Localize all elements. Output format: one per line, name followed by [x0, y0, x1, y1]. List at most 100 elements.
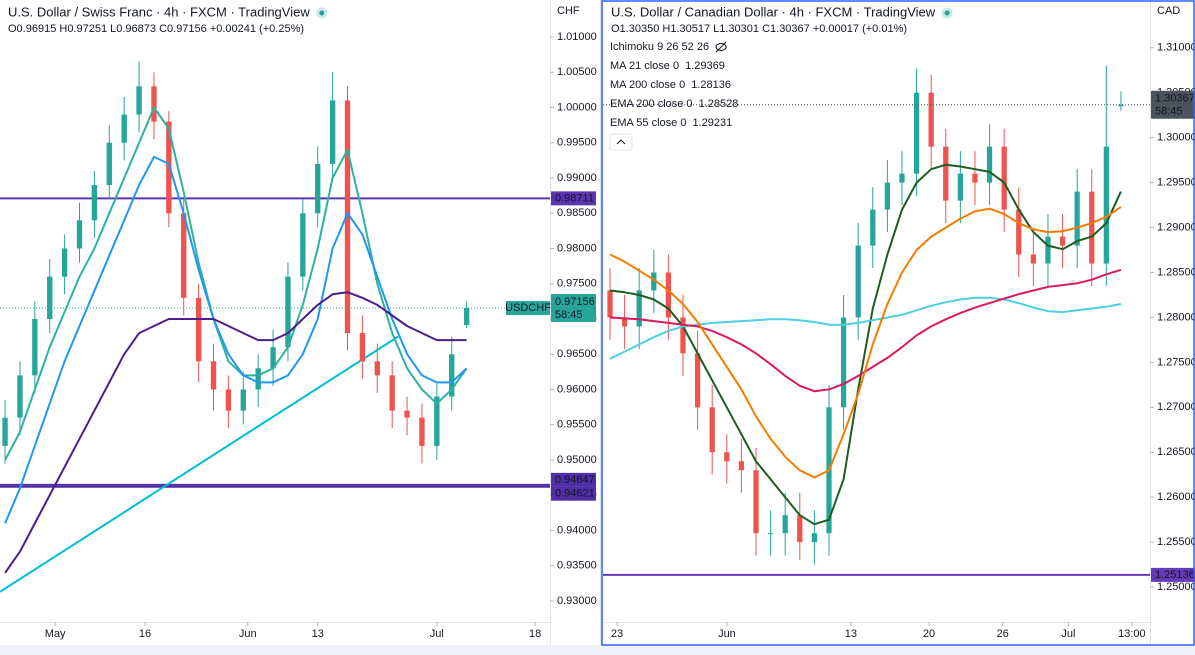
y-tick-label: 1.27000: [1157, 401, 1195, 413]
y-tick-label: 1.29500: [1157, 177, 1195, 189]
chart-title: U.S. Dollar / Swiss Franc · 4h · FXCM · …: [8, 4, 310, 19]
candle-body: [797, 515, 803, 543]
candle-body: [709, 407, 715, 453]
candle-body: [1016, 209, 1022, 255]
x-tick-label: 16: [139, 628, 151, 640]
x-tick-label: 13: [845, 628, 857, 640]
y-tick-label: 1.29000: [1157, 221, 1195, 233]
y-tick-label: 1.26000: [1157, 491, 1195, 503]
candle-body: [315, 163, 321, 214]
candle-body: [210, 361, 217, 390]
candle-body: [724, 452, 730, 462]
candle-body: [434, 396, 440, 446]
candle-body: [17, 375, 23, 418]
y-tick-label: 0.98500: [557, 207, 597, 219]
collapse-legend-button[interactable]: [609, 133, 633, 151]
candle-body: [181, 213, 187, 298]
candle-body: [694, 353, 701, 408]
price-label-bg: [551, 191, 596, 206]
price-label: 0.94621: [555, 488, 595, 500]
candle-body: [404, 410, 410, 418]
x-tick-label: Jun: [239, 628, 257, 640]
candle-body: [811, 533, 818, 543]
legend-value: 1.28528: [699, 98, 739, 110]
x-tick-label: 26: [997, 628, 1009, 640]
footer: [0, 645, 1195, 655]
candle-body: [151, 86, 157, 122]
header-bg: [2, 3, 302, 35]
countdown-label: 58:45: [1155, 106, 1183, 118]
price-label: 1.25136: [1155, 569, 1195, 581]
x-tick-label: 18: [529, 628, 541, 640]
ohlc-values: O0.96915 H0.97251 L0.96873 C0.97156 +0.0…: [8, 23, 304, 35]
y-tick-label: 0.93500: [557, 560, 597, 572]
candle-body: [285, 276, 291, 348]
symbol-label: USDCHF: [505, 302, 551, 314]
y-tick-label: 0.96000: [557, 383, 597, 395]
candle-body: [449, 354, 455, 397]
candle-body: [1001, 146, 1007, 210]
chart-pane: 0.930000.935000.940000.945000.950000.955…: [0, 0, 597, 645]
market-status: [316, 7, 328, 19]
selected-pane-border: [601, 0, 1195, 646]
plot-area: [603, 65, 1150, 576]
moving-average-line: [609, 206, 1122, 479]
y-tick-label: 1.30000: [1157, 132, 1195, 144]
chart-title: U.S. Dollar / Canadian Dollar · 4h · FXC…: [611, 4, 936, 19]
candle-body: [651, 272, 657, 291]
y-tick-label: 0.97500: [557, 278, 597, 290]
candle-body: [753, 470, 759, 534]
y-tick-label: 1.25500: [1157, 536, 1195, 548]
candle-body: [943, 146, 949, 201]
candle-body: [870, 209, 876, 246]
y-tick-label: 0.96500: [557, 348, 597, 360]
candle-body: [329, 100, 336, 164]
price-label-bg: [1151, 567, 1195, 582]
candle-body: [270, 347, 276, 369]
price-label: 0.98711: [555, 192, 594, 204]
candle-body: [782, 515, 788, 534]
candle-body: [738, 461, 745, 471]
x-tick-label: 20: [923, 628, 935, 640]
y-tick-label: 0.99000: [557, 172, 597, 184]
hidden-eye-icon: [715, 43, 727, 51]
candle-body: [374, 361, 380, 376]
legend-name: EMA 200 close 0: [610, 98, 693, 110]
moving-average-line: [609, 296, 1122, 360]
legend-value: 1.29231: [692, 117, 732, 129]
candle-body: [1089, 191, 1095, 264]
candle-body: [607, 290, 613, 318]
header-bg: [605, 3, 905, 35]
last-price-label: 0.97156: [555, 296, 595, 308]
legend-value: 1.28136: [691, 79, 731, 91]
candle-body: [106, 142, 112, 186]
moving-average-line: [609, 163, 1122, 526]
last-price-label: 1.30367: [1155, 93, 1195, 105]
y-tick-label: 1.28000: [1157, 311, 1195, 323]
candle-body: [463, 307, 470, 325]
candle-body: [121, 114, 127, 143]
price-label: 0.94647: [555, 474, 595, 486]
y-tick-label: 0.94000: [557, 524, 597, 536]
candle-body: [1118, 104, 1124, 107]
y-tick-label: 0.93000: [557, 595, 597, 607]
collapse-arrow: [616, 139, 626, 145]
symbol-label-bg: [506, 300, 550, 315]
x-tick-label: 13:00: [1118, 628, 1146, 640]
candle-body: [47, 276, 53, 319]
y-tick-label: 1.28500: [1157, 266, 1195, 278]
ohlc-values: O1.30350 H1.30517 L1.30301 C1.30367 +0.0…: [611, 23, 907, 35]
x-tick-label: 23: [611, 628, 623, 640]
candle-body: [389, 375, 395, 411]
candle-body: [344, 100, 351, 334]
y-tick-label: 0.98000: [557, 242, 597, 254]
candle-body: [884, 182, 891, 210]
legend-name: MA 200 close 0: [610, 79, 685, 91]
moving-average-line: [609, 268, 1122, 393]
candle-body: [1045, 236, 1051, 264]
candle-body: [1030, 254, 1036, 264]
y-tick-label: 1.25000: [1157, 581, 1195, 593]
x-tick-label: Jul: [430, 628, 444, 640]
candle-body: [855, 245, 861, 318]
candle-body: [76, 220, 83, 249]
